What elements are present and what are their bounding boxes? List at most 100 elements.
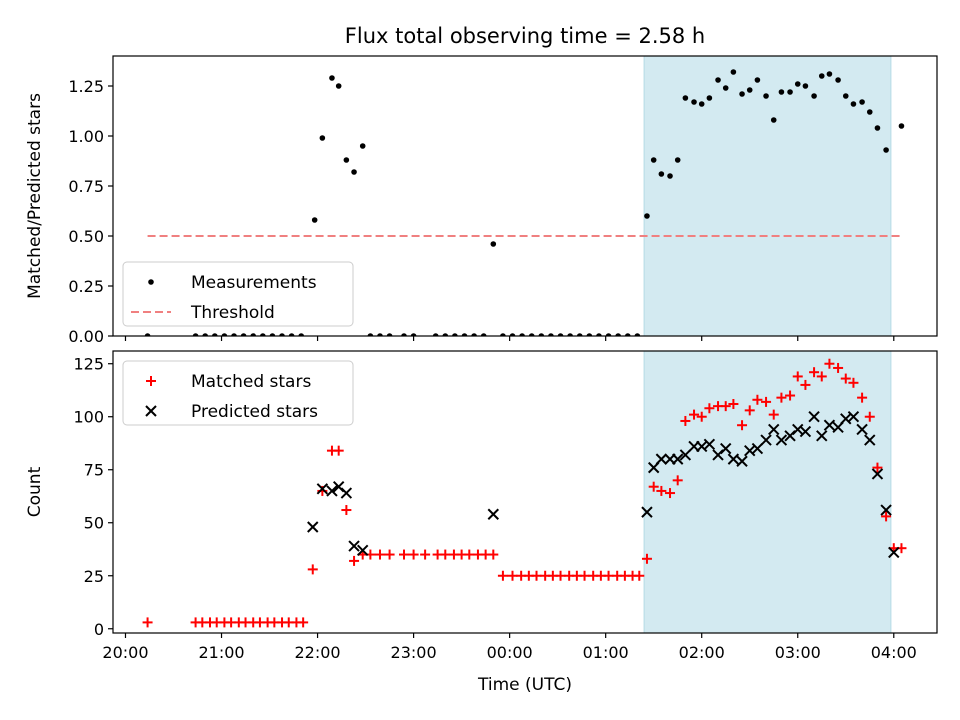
data-point: [665, 488, 676, 499]
data-point: [384, 549, 395, 560]
data-point: [833, 362, 844, 373]
data-point: [811, 93, 817, 99]
bottom-panel: 0 25 50 75 100 125 20:00 21:00 22:00 23:00 00:00 01…: [25, 350, 938, 662]
data-point: [231, 333, 237, 336]
data-point: [557, 333, 564, 336]
data-point: [326, 485, 338, 497]
data-point: [144, 333, 151, 336]
data-point: [348, 540, 360, 552]
data-point: [509, 333, 516, 336]
data-point: [760, 434, 772, 446]
observing-window-shade: [643, 350, 892, 634]
data-point: [792, 371, 803, 382]
data-point: [488, 549, 499, 560]
data-point: [898, 123, 905, 129]
data-point: [567, 333, 573, 336]
data-point: [667, 173, 673, 179]
data-point: [866, 109, 873, 115]
data-point: [816, 371, 827, 382]
legend-label: Matched stars: [191, 372, 311, 392]
data-point: [329, 75, 335, 81]
data-point: [650, 157, 657, 163]
data-point: [706, 95, 713, 101]
data-point: [349, 555, 360, 566]
data-point: [680, 415, 691, 426]
y-tick-label: 1.25: [68, 77, 104, 96]
y-axis-label: Matched/Predicted stars: [25, 93, 45, 299]
data-point: [739, 91, 745, 97]
legend-label: Predicted stars: [191, 402, 318, 422]
data-point: [316, 483, 329, 495]
y-tick-label: 125: [73, 355, 104, 374]
data-point: [835, 77, 841, 83]
data-point: [696, 411, 707, 422]
data-point: [531, 570, 542, 581]
data-point: [674, 157, 681, 163]
data-point: [615, 333, 621, 336]
x-tick-label: 23:00: [391, 643, 437, 662]
data-point: [872, 462, 883, 473]
top-panel: 0.00 0.25 0.50 0.75 1.00 1.25 Matched/Predicte…: [25, 55, 938, 346]
data-point: [644, 213, 650, 219]
data-point: [787, 89, 793, 95]
x-tick-label: 20:00: [102, 643, 148, 662]
plot-frame: [112, 350, 938, 634]
y-tick-label: 100: [73, 408, 104, 427]
data-point: [250, 333, 257, 336]
chart-title: Flux total observing time = 2.58 h: [345, 24, 705, 48]
data-point: [538, 333, 545, 336]
legend-entry: Measurements: [148, 273, 317, 293]
data-point: [212, 333, 218, 336]
data-point: [298, 333, 305, 336]
data-point: [260, 333, 266, 336]
data-point: [816, 430, 828, 442]
data-point: [864, 411, 875, 422]
data-point: [487, 508, 500, 520]
data-point: [221, 333, 228, 336]
data-point: [751, 442, 764, 455]
series-measurements: [144, 69, 905, 336]
data-point: [519, 333, 525, 336]
data-point: [490, 241, 497, 247]
legend-entry: Predicted stars: [145, 402, 318, 422]
data-point: [727, 453, 740, 465]
y-tick-label: 0: [94, 620, 104, 639]
data-point: [818, 73, 825, 79]
data-point: [603, 570, 614, 581]
data-point: [307, 564, 318, 575]
data-point: [656, 485, 667, 496]
data-point: [856, 423, 868, 436]
x-tick-label: 00:00: [487, 643, 533, 662]
data-point: [576, 333, 583, 336]
y-tick-label: 50: [84, 514, 104, 533]
series-matched-stars: [142, 358, 907, 628]
legend-label: Measurements: [191, 273, 317, 293]
data-point: [809, 367, 820, 378]
data-point: [857, 392, 868, 403]
y-tick-label: 0.25: [68, 277, 104, 296]
data-point: [770, 117, 777, 123]
data-point: [374, 549, 385, 560]
y-tick-label: 0.00: [68, 327, 104, 346]
data-point: [442, 333, 449, 336]
data-point: [401, 333, 407, 336]
data-point: [754, 77, 761, 83]
data-point: [269, 333, 276, 336]
data-point: [802, 83, 809, 89]
x-tick-label: 04:00: [871, 643, 917, 662]
data-point: [698, 101, 705, 107]
data-point: [785, 390, 796, 401]
data-point: [691, 99, 697, 105]
data-point: [507, 570, 518, 581]
data-point: [736, 455, 748, 467]
legend-entry: Threshold: [131, 303, 275, 323]
x-axis-label: Time (UTC): [477, 675, 572, 695]
data-point: [715, 77, 721, 83]
data-point: [464, 549, 475, 560]
data-point: [728, 399, 739, 410]
data-point: [689, 409, 700, 420]
x-tick-label: 21:00: [198, 643, 244, 662]
data-point: [142, 617, 153, 628]
data-point: [440, 549, 451, 560]
data-point: [679, 449, 692, 461]
